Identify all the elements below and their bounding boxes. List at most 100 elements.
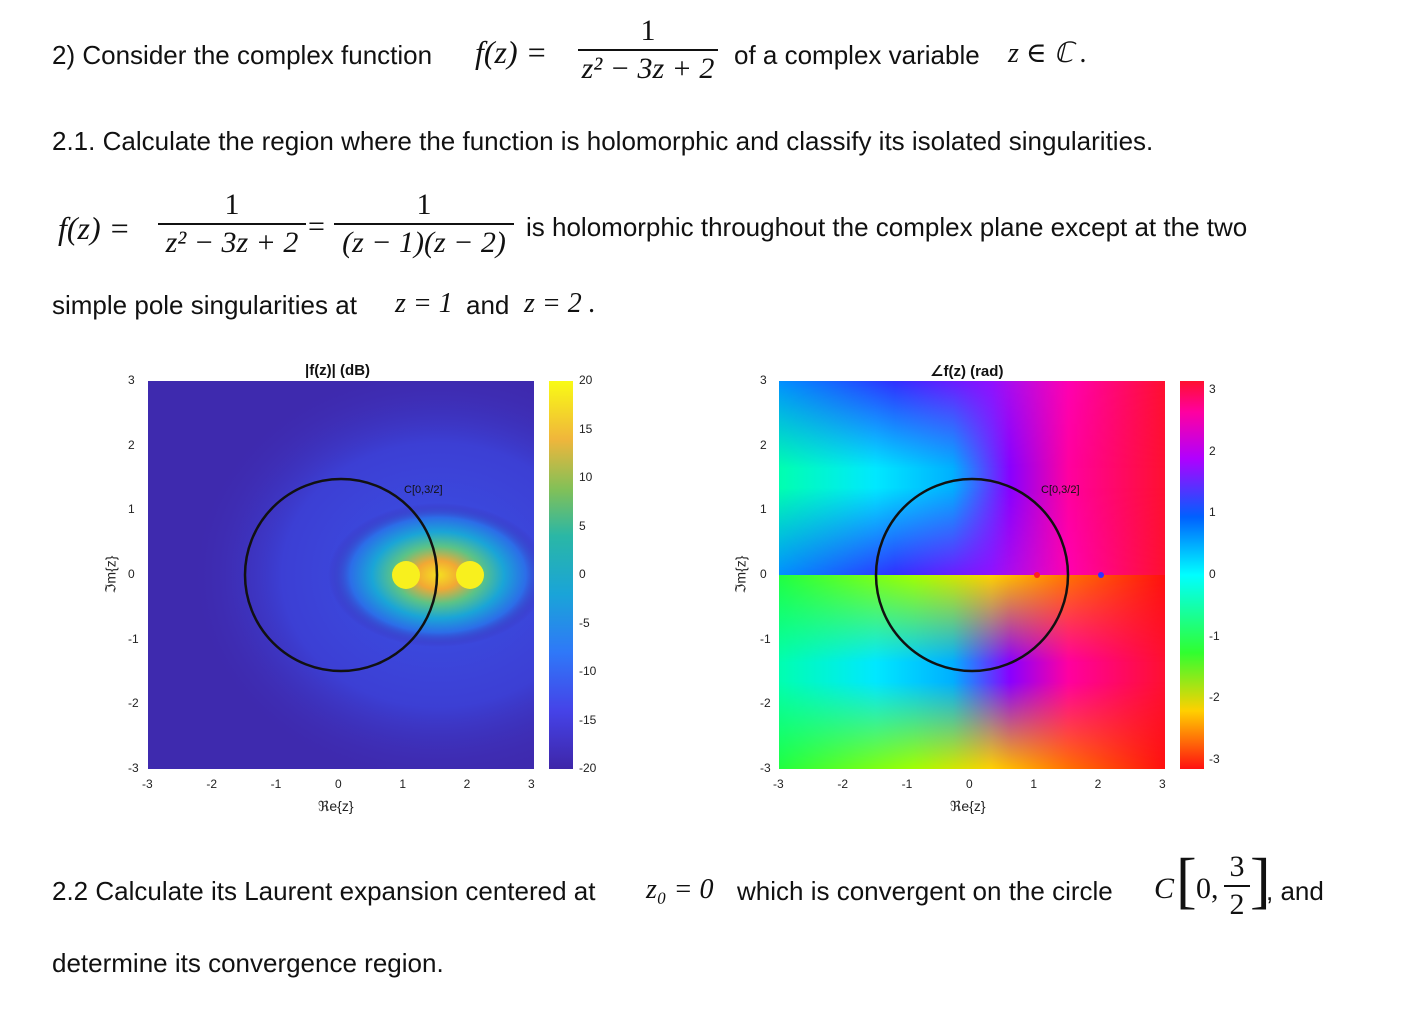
problem-2-2-text-a: 2.2 Calculate its Laurent expansion cent…	[52, 876, 596, 906]
circle-radius-fraction: 3 2	[1224, 852, 1250, 920]
pole-peak-2	[456, 561, 484, 589]
x-tick-label: 3	[528, 777, 535, 791]
colorbar-tick-label: 3	[1209, 382, 1216, 396]
fraction-bar	[158, 223, 306, 225]
answer-equals: =	[308, 210, 325, 243]
circle-bracket-left: [	[1176, 847, 1197, 915]
x-tick-label: -3	[142, 777, 153, 791]
fraction-bar	[334, 223, 514, 225]
x-tick-label: 0	[335, 777, 342, 791]
expansion-center: z₀ = 0	[646, 874, 714, 905]
y-tick-label: 1	[760, 502, 767, 517]
magnitude-heatmap: C[0,3/2]	[148, 381, 534, 769]
x-tick-label: 3	[1159, 777, 1166, 791]
answer-numerator-2: 1	[416, 188, 432, 221]
pole-peak-1	[392, 561, 420, 589]
answer-tail: is holomorphic throughout the complex pl…	[526, 212, 1248, 242]
circle-label: C[0,3/2]	[1041, 484, 1080, 496]
y-tick-label: -2	[760, 696, 771, 711]
colorbar-tick-label: 1	[1209, 505, 1216, 520]
problem-2-2-text-c: , and	[1266, 876, 1324, 906]
circle-args: 0,	[1196, 872, 1219, 905]
magnitude-peak-region	[328, 503, 534, 647]
x-tick-label: -1	[901, 777, 913, 791]
colorbar-tick-label: -20	[579, 761, 597, 775]
answer-f-lhs: f(z) =	[58, 210, 131, 246]
answer-numerator-1: 1	[224, 188, 240, 221]
colorbar-tick-label: -3	[1209, 752, 1220, 766]
x-tick-label: -2	[837, 777, 848, 791]
phase-heatmap: C[0,3/2]	[779, 381, 1165, 769]
phase-pole-1	[1034, 572, 1040, 578]
y-tick-label: -3	[128, 761, 139, 775]
answer-fraction-2: 1 (z − 1)(z − 2)	[334, 190, 514, 258]
pole-2: z = 2 .	[524, 288, 596, 319]
problem-2-suffix: of a complex variable	[734, 40, 980, 70]
magnitude-ylabel: ℑm{z}	[102, 555, 119, 594]
colorbar-tick-label: -5	[579, 615, 590, 630]
x-tick-label: -3	[773, 777, 784, 791]
y-tick-label: 0	[128, 567, 135, 581]
colorbar-tick-label: 2	[1209, 443, 1216, 458]
phase-ylabel: ℑm{z}	[732, 555, 749, 594]
x-tick-label: 2	[463, 777, 471, 791]
colorbar-tick-label: -1	[1209, 628, 1220, 643]
colorbar-tick-label: -15	[579, 712, 597, 727]
circle-bracket-right: ]	[1250, 847, 1271, 915]
x-tick-label: 1	[399, 777, 407, 791]
phase-plot-title: ∠f(z) (rad)	[930, 363, 1004, 380]
x-tick-label: 1	[1030, 777, 1038, 791]
x-tick-label: 2	[1094, 777, 1102, 791]
colorbar-tick-label: 0	[579, 567, 586, 581]
answer-denominator-2: (z − 1)(z − 2)	[342, 226, 506, 259]
problem-2-denominator: z² − 3z + 2	[581, 52, 715, 85]
y-tick-label: 0	[760, 567, 767, 581]
colorbar-tick-label: 20	[579, 373, 593, 387]
circle-radius-num: 3	[1229, 850, 1245, 883]
magnitude-xlabel: ℜe{z}	[318, 798, 354, 814]
y-tick-label: -1	[760, 631, 771, 646]
problem-2-variable: z ∈ ℂ .	[1008, 38, 1088, 69]
phase-pole-2	[1098, 572, 1104, 578]
fraction-bar	[578, 49, 718, 51]
y-tick-label: 2	[760, 437, 767, 452]
answer-line-2: simple pole singularities at	[52, 290, 357, 320]
y-tick-label: 2	[128, 437, 135, 452]
problem-2-1-statement: 2.1. Calculate the region where the func…	[52, 126, 1154, 156]
answer-fraction-1: 1 z² − 3z + 2	[158, 190, 306, 258]
magnitude-plot-title: |f(z)| (dB)	[305, 362, 371, 379]
problem-2-numerator: 1	[640, 14, 656, 47]
x-tick-label: -2	[206, 777, 217, 791]
pole-1: z = 1	[395, 288, 453, 319]
colorbar-tick-label: 0	[1209, 567, 1216, 581]
y-tick-label: -1	[128, 631, 139, 646]
x-tick-label: -1	[270, 777, 282, 791]
y-tick-label: -2	[128, 696, 139, 711]
fraction-bar	[1224, 885, 1250, 887]
phase-xlabel: ℜe{z}	[950, 798, 986, 814]
magnitude-colorbar	[549, 381, 573, 769]
circle-label: C[0,3/2]	[404, 484, 443, 496]
y-tick-label: 3	[760, 373, 767, 387]
problem-2-2-text-b: which is convergent on the circle	[737, 876, 1113, 906]
circle-radius-den: 2	[1229, 888, 1245, 921]
problem-2-fraction: 1 z² − 3z + 2	[578, 16, 718, 84]
problem-2-f-lhs: f(z) =	[475, 34, 548, 70]
answer-denominator-1: z² − 3z + 2	[165, 226, 299, 259]
circle-c-0-3-2	[874, 477, 1070, 673]
colorbar-tick-label: -2	[1209, 690, 1220, 705]
problem-2-prefix: 2) Consider the complex function	[52, 40, 433, 70]
colorbar-tick-label: 5	[579, 518, 586, 533]
circle-symbol: C	[1154, 872, 1175, 905]
phase-colorbar	[1180, 381, 1204, 769]
answer-and: and	[466, 290, 510, 320]
colorbar-tick-label: 15	[579, 421, 593, 436]
colorbar-tick-label: -10	[579, 664, 597, 678]
y-tick-label: -3	[760, 761, 771, 775]
problem-2-2-line-2: determine its convergence region.	[52, 948, 444, 978]
colorbar-tick-label: 10	[579, 470, 593, 484]
circle-c-0-3-2	[243, 477, 439, 673]
y-tick-label: 1	[128, 502, 135, 517]
y-tick-label: 3	[128, 373, 135, 387]
x-tick-label: 0	[966, 777, 973, 791]
